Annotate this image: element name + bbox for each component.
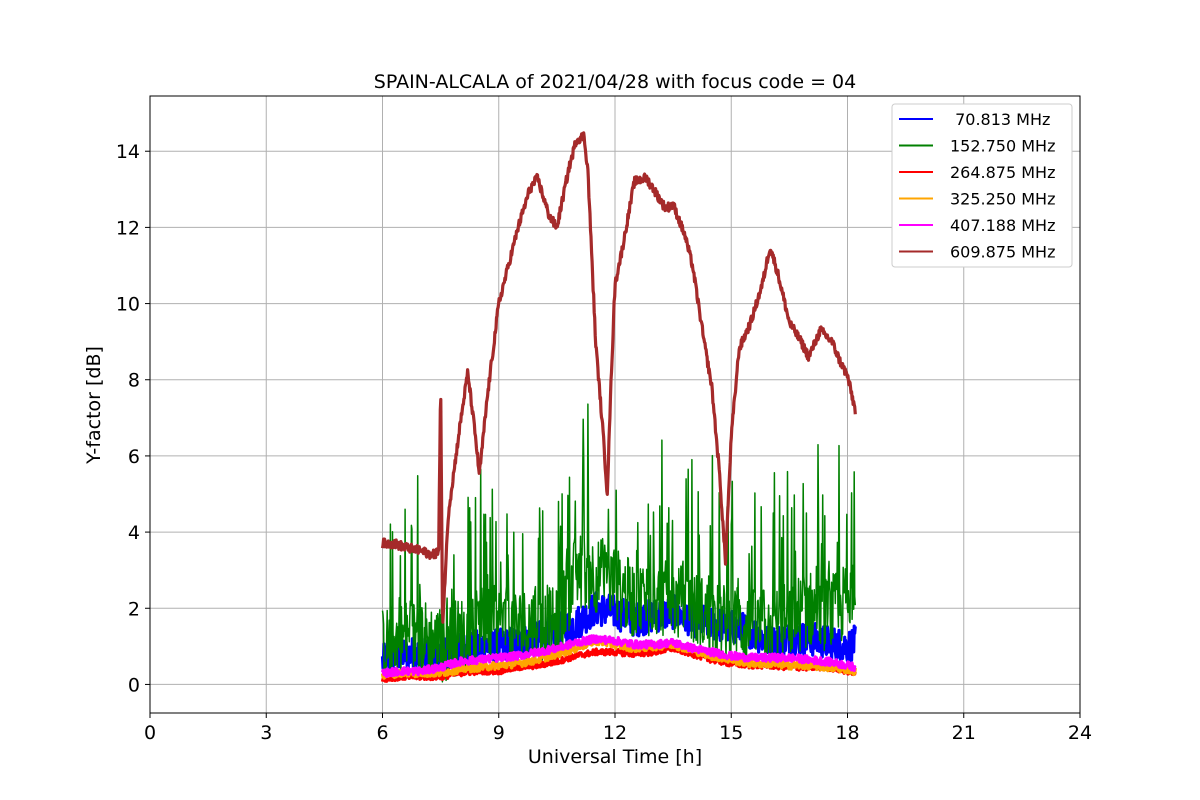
x-tick-label: 24 [1068, 722, 1092, 744]
y-axis-ticks: 0 2 4 6 8 10 12 14 [116, 141, 150, 696]
x-tick-label: 0 [144, 722, 156, 744]
legend-label: 609.875 MHz [950, 243, 1055, 262]
x-axis-label: Universal Time [h] [528, 746, 702, 768]
x-tick-label: 12 [603, 722, 627, 744]
legend-label: 264.875 MHz [950, 163, 1055, 182]
series-line [380, 644, 857, 683]
y-tick-label: 8 [128, 370, 140, 392]
x-tick-label: 21 [952, 722, 976, 744]
legend-label: 407.188 MHz [950, 216, 1055, 235]
x-tick-label: 18 [835, 722, 859, 744]
series-line [380, 634, 857, 678]
x-axis-ticks: 0 3 6 9 12 15 18 21 24 [144, 713, 1092, 744]
legend-label: 152.750 MHz [950, 137, 1055, 156]
x-tick-label: 15 [719, 722, 743, 744]
legend-box [891, 103, 1073, 268]
chart-title: SPAIN-ALCALA of 2021/04/28 with focus co… [374, 71, 856, 93]
y-tick-label: 6 [128, 446, 140, 468]
y-tick-label: 0 [128, 674, 140, 696]
x-tick-label: 3 [260, 722, 272, 744]
series-line [380, 131, 857, 624]
legend: 70.813 MHz 152.750 MHz 264.875 MHz 325.250 … [891, 103, 1073, 268]
series-layer [380, 131, 857, 683]
y-tick-label: 4 [128, 522, 140, 544]
legend-label: 325.250 MHz [950, 190, 1055, 209]
y-tick-label: 2 [128, 598, 140, 620]
legend-label: 70.813 MHz [950, 110, 1050, 129]
x-tick-label: 6 [376, 722, 388, 744]
y-axis-label: Y-factor [dB] [83, 346, 105, 465]
y-tick-label: 12 [116, 217, 140, 239]
y-tick-label: 14 [116, 141, 140, 163]
y-tick-label: 10 [116, 294, 140, 316]
x-tick-label: 9 [493, 722, 505, 744]
